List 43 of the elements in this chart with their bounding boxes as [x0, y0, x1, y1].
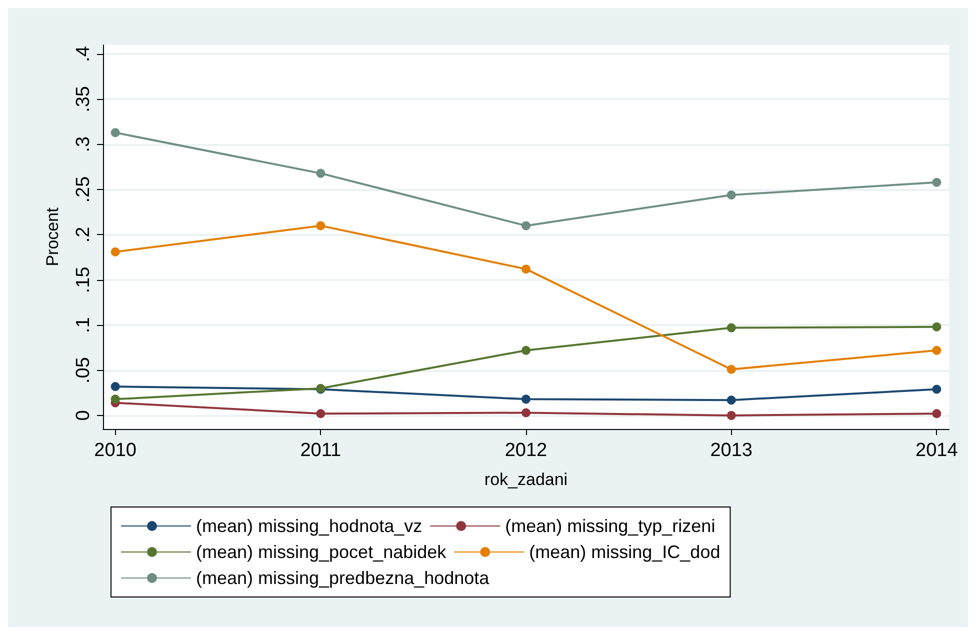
point — [726, 396, 736, 405]
y-tick-label: .15 — [73, 266, 94, 294]
y-tick-label: 0 — [73, 410, 94, 421]
x-tick-label: 2010 — [94, 440, 136, 461]
point — [110, 382, 120, 392]
point — [726, 410, 736, 420]
legend-label: (mean) missing_predbezna_hodnota — [196, 568, 490, 588]
point — [932, 384, 942, 394]
point — [932, 178, 942, 187]
point — [110, 394, 120, 404]
point — [522, 408, 530, 418]
point — [932, 409, 942, 418]
x-tick-label: 2012 — [504, 440, 548, 461]
point — [726, 190, 736, 200]
point — [110, 247, 120, 256]
y-tick-label: .05 — [73, 357, 94, 384]
point — [316, 168, 326, 178]
legend-label: (mean) missing_pocet_nabidek — [196, 542, 448, 562]
x-tick-label: 2014 — [916, 440, 958, 461]
point — [316, 221, 326, 230]
point — [726, 364, 736, 374]
y-tick-label: .3 — [73, 136, 94, 152]
point — [932, 346, 942, 355]
y-axis-title: Procent — [43, 207, 62, 266]
y-tick-label: .25 — [73, 176, 94, 203]
point — [726, 323, 736, 332]
y-tick-label: .35 — [73, 86, 94, 112]
x-tick-label: 2013 — [710, 440, 752, 461]
y-tick-label: .1 — [73, 317, 94, 334]
point — [522, 346, 530, 355]
x-tick-label: 2011 — [300, 440, 342, 461]
legend-label: (mean) missing_hodnota_vz — [196, 516, 422, 536]
y-tick-label: .4 — [73, 46, 94, 62]
point — [316, 409, 326, 418]
point — [932, 322, 942, 332]
x-axis-title: rok_zadani — [484, 470, 568, 489]
point — [522, 394, 530, 404]
legend-label: (mean) missing_typ_rizeni — [505, 516, 716, 536]
point — [522, 264, 530, 274]
point — [522, 221, 530, 230]
point — [110, 128, 120, 138]
y-tick-label: .2 — [73, 226, 94, 243]
legend-label: (mean) missing_IC_dod — [529, 542, 720, 562]
